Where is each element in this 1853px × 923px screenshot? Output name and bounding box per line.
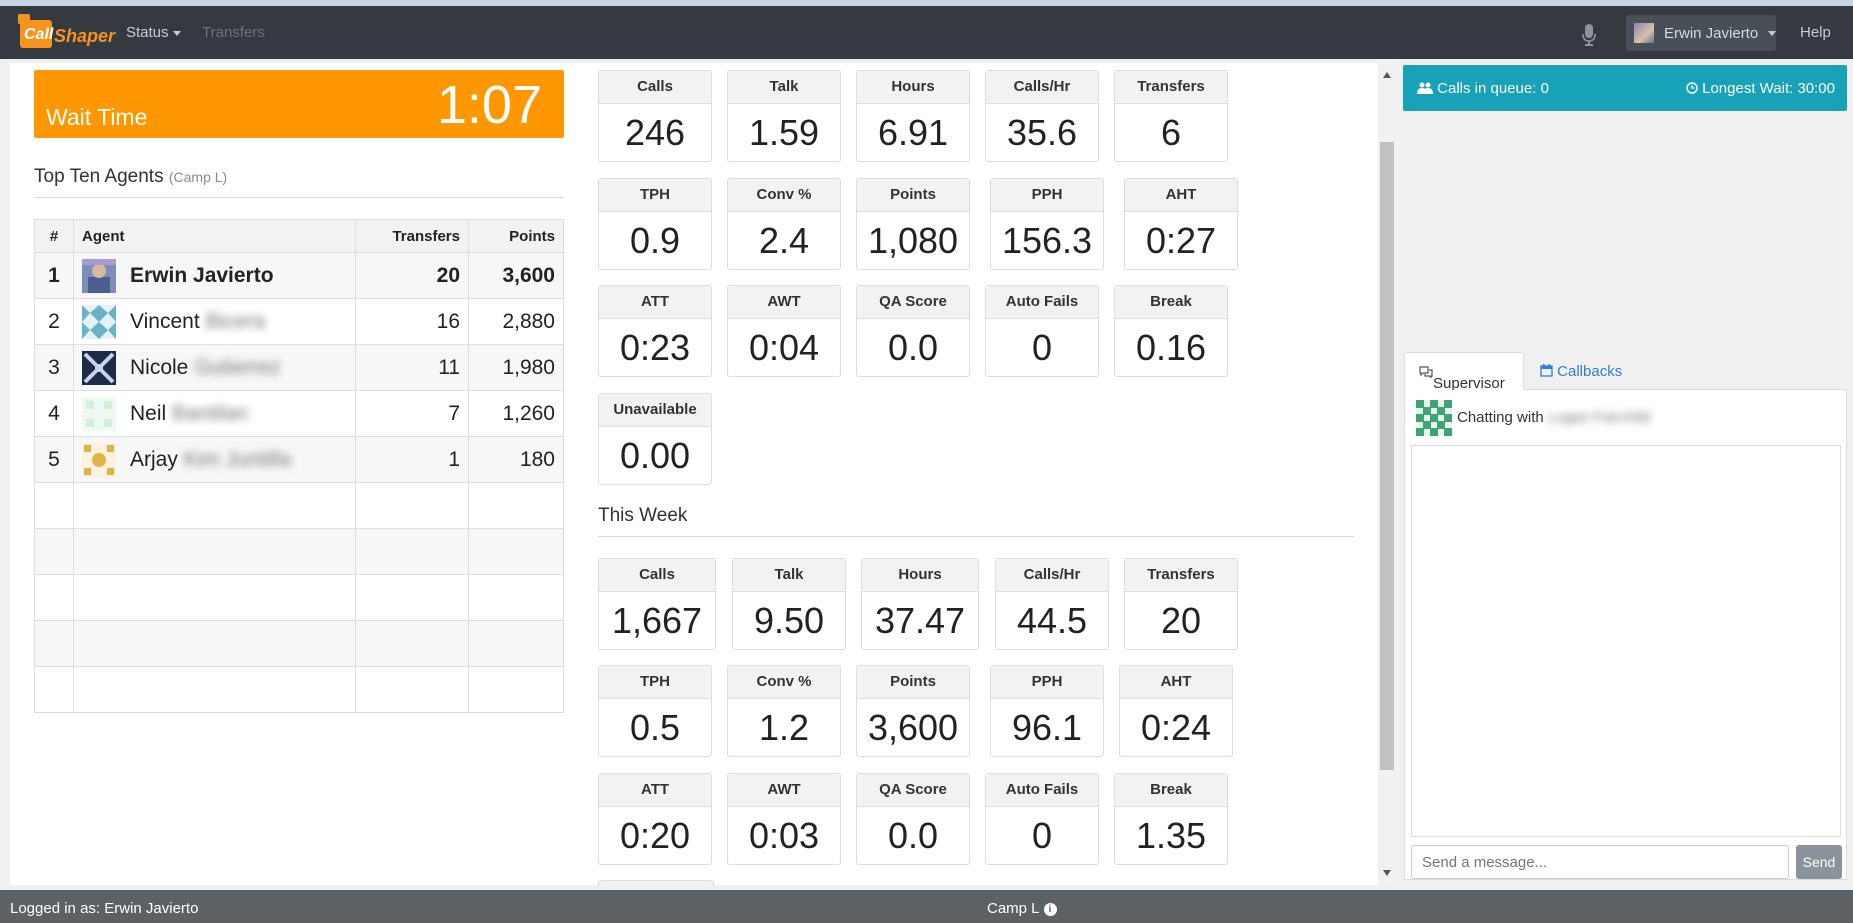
stat-pph: PPH 156.3 bbox=[990, 178, 1104, 270]
wait-time-banner: Wait Time 1:07 bbox=[34, 70, 564, 138]
week-stat-transfers: Transfers 20 bbox=[1124, 558, 1238, 650]
send-button[interactable]: Send bbox=[1796, 845, 1842, 879]
divider bbox=[598, 536, 1354, 537]
caret-down-icon bbox=[172, 30, 181, 36]
week-stat-awt: AWT 0:03 bbox=[727, 773, 841, 865]
table-row: 2 Vincent Bicera 16 2,880 bbox=[34, 298, 564, 345]
week-stat-att: ATT 0:20 bbox=[598, 773, 712, 865]
table-row: 3 Nicole Gutierrez 11 1,980 bbox=[34, 344, 564, 391]
col-points: Points bbox=[468, 219, 564, 253]
help-link[interactable]: Help bbox=[1800, 24, 1831, 41]
stat-unavailable: Unavailable 0.00 bbox=[598, 393, 712, 485]
logged-in-label: Logged in as: Erwin Javierto bbox=[10, 900, 199, 917]
week-stat-conv: Conv % 1.2 bbox=[727, 665, 841, 757]
tab-callbacks[interactable]: Callbacks bbox=[1540, 363, 1622, 380]
partial-stat-card bbox=[598, 880, 714, 886]
caret-down-icon bbox=[1768, 31, 1776, 36]
stat-break: Break 0.16 bbox=[1114, 285, 1228, 377]
table-row bbox=[34, 666, 564, 713]
tab-supervisor[interactable]: Supervisor bbox=[1404, 352, 1524, 392]
browser-top-strip bbox=[0, 0, 1853, 6]
week-stat-points: Points 3,600 bbox=[856, 665, 970, 757]
avatar bbox=[1634, 23, 1654, 43]
table-row bbox=[34, 528, 564, 575]
stat-auto-fails: Auto Fails 0 bbox=[985, 285, 1099, 377]
top-ten-title: Top Ten Agents (Camp L) bbox=[34, 166, 228, 187]
longest-wait: Longest Wait: 30:00 bbox=[1686, 80, 1835, 97]
stat-tph: TPH 0.9 bbox=[598, 178, 712, 270]
scrollbar-thumb[interactable] bbox=[1380, 142, 1394, 770]
col-agent: Agent bbox=[73, 219, 356, 253]
stat-conv: Conv % 2.4 bbox=[727, 178, 841, 270]
users-icon bbox=[1417, 82, 1433, 94]
stat-awt: AWT 0:04 bbox=[727, 285, 841, 377]
calendar-icon bbox=[1540, 364, 1553, 377]
week-stat-aht: AHT 0:24 bbox=[1119, 665, 1233, 757]
week-stat-talk: Talk 9.50 bbox=[732, 558, 846, 650]
table-row: 4 Neil Bantilan 7 1,260 bbox=[34, 390, 564, 437]
scroll-up-icon[interactable] bbox=[1383, 72, 1391, 78]
stat-calls: Calls 246 bbox=[598, 70, 712, 162]
microphone-icon[interactable] bbox=[1582, 24, 1596, 46]
this-week-title: This Week bbox=[598, 505, 688, 526]
avatar bbox=[82, 258, 116, 293]
user-menu-button[interactable]: Erwin Javierto bbox=[1626, 15, 1776, 51]
week-stat-hours: Hours 37.47 bbox=[861, 558, 979, 650]
stat-transfers: Transfers 6 bbox=[1114, 70, 1228, 162]
week-stat-auto-fails: Auto Fails 0 bbox=[985, 773, 1099, 865]
stat-hours: Hours 6.91 bbox=[856, 70, 970, 162]
week-stat-calls-per-hour: Calls/Hr 44.5 bbox=[995, 558, 1109, 650]
week-stat-qa-score: QA Score 0.0 bbox=[856, 773, 970, 865]
table-row bbox=[34, 482, 564, 529]
calls-in-queue: Calls in queue: 0 bbox=[1417, 80, 1549, 97]
col-num: # bbox=[34, 219, 74, 253]
chat-messages-area[interactable] bbox=[1411, 445, 1841, 837]
tabs-divider bbox=[1404, 389, 1847, 390]
table-row: 1 Erwin Javierto 20 3,600 bbox=[34, 252, 564, 299]
status-menu[interactable]: Status bbox=[126, 24, 181, 41]
transfers-link[interactable]: Transfers bbox=[202, 24, 265, 41]
chatting-with: Chatting with Logan Fairchild bbox=[1457, 409, 1651, 426]
stat-qa-score: QA Score 0.0 bbox=[856, 285, 970, 377]
week-stat-pph: PPH 96.1 bbox=[990, 665, 1104, 757]
queue-status-bar: Calls in queue: 0 Longest Wait: 30:00 bbox=[1403, 65, 1847, 111]
wait-time-value: 1:07 bbox=[436, 75, 542, 135]
table-row bbox=[34, 574, 564, 621]
stat-aht: AHT 0:27 bbox=[1124, 178, 1238, 270]
col-transfers: Transfers bbox=[355, 219, 469, 253]
navbar: Call Shaper Status Transfers Erwin Javie… bbox=[0, 6, 1853, 59]
top-agents-table: # Agent Transfers Points 1 Erwin Javiert… bbox=[34, 219, 564, 713]
divider bbox=[34, 197, 564, 198]
scroll-down-icon[interactable] bbox=[1383, 870, 1391, 876]
week-stat-break: Break 1.35 bbox=[1114, 773, 1228, 865]
avatar bbox=[1416, 400, 1452, 436]
message-input[interactable] bbox=[1411, 845, 1789, 879]
stat-att: ATT 0:23 bbox=[598, 285, 712, 377]
info-icon[interactable]: i bbox=[1043, 902, 1057, 916]
table-row: 5 Arjay Kim Juntilla 1 180 bbox=[34, 436, 564, 483]
stat-calls-per-hour: Calls/Hr 35.6 bbox=[985, 70, 1099, 162]
comments-icon bbox=[1419, 366, 1433, 379]
clock-icon bbox=[1686, 82, 1698, 94]
avatar bbox=[82, 304, 116, 339]
top-ten-campaign: (Camp L) bbox=[168, 169, 228, 185]
avatar bbox=[82, 350, 116, 385]
stat-talk: Talk 1.59 bbox=[727, 70, 841, 162]
avatar bbox=[82, 396, 116, 431]
table-row bbox=[34, 620, 564, 667]
week-stat-tph: TPH 0.5 bbox=[598, 665, 712, 757]
stat-points: Points 1,080 bbox=[856, 178, 970, 270]
callshaper-logo[interactable]: Call Shaper bbox=[18, 14, 115, 50]
avatar bbox=[82, 442, 116, 477]
week-stat-calls: Calls 1,667 bbox=[598, 558, 716, 650]
